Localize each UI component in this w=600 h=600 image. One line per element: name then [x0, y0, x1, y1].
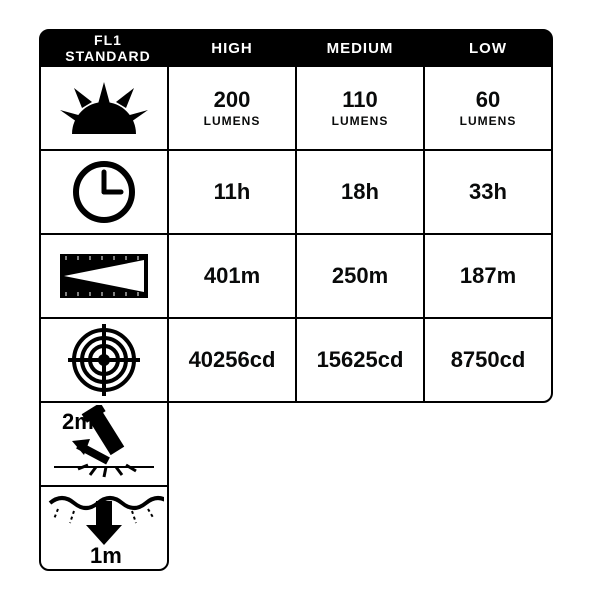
cell-lumens-medium: 110 LUMENS	[295, 65, 425, 151]
value: 15625cd	[317, 348, 404, 371]
cell-runtime-high: 11h	[167, 149, 297, 235]
value: 200	[214, 88, 251, 111]
fl1-spec-table: FL1 STANDARD HIGH MEDIUM LOW 200	[40, 30, 560, 570]
beam-distance-icon	[54, 248, 154, 304]
value: 60	[476, 88, 500, 111]
value: 250m	[332, 264, 388, 287]
unit: LUMENS	[204, 114, 261, 128]
impact-resistance-icon: 2m	[44, 405, 164, 483]
row-runtime: 11h 18h 33h	[40, 150, 560, 234]
cell-lumens-high: 200 LUMENS	[167, 65, 297, 151]
cell-runtime-low: 33h	[423, 149, 553, 235]
icon-cell-waterproof: 1m	[39, 485, 169, 571]
row-beam-distance: 401m 250m 187m	[40, 234, 560, 318]
header-left: FL1 STANDARD	[39, 29, 169, 67]
value: 40256cd	[189, 348, 276, 371]
header-col-low: LOW	[423, 29, 553, 67]
header-row: FL1 STANDARD HIGH MEDIUM LOW	[40, 30, 560, 66]
value: 11h	[214, 180, 251, 203]
light-output-icon	[54, 76, 154, 140]
cell-runtime-medium: 18h	[295, 149, 425, 235]
icon-cell-beam-distance	[39, 233, 169, 319]
unit: LUMENS	[332, 114, 389, 128]
value: 401m	[204, 264, 260, 287]
value: 18h	[341, 180, 379, 203]
cell-distance-high: 401m	[167, 233, 297, 319]
value: 33h	[469, 180, 507, 203]
icon-cell-peak-intensity	[39, 317, 169, 403]
row-impact-resistance: 2m	[40, 402, 560, 486]
runtime-icon	[69, 157, 139, 227]
icon-cell-impact-resistance: 2m	[39, 401, 169, 487]
unit: LUMENS	[460, 114, 517, 128]
icon-cell-runtime	[39, 149, 169, 235]
cell-intensity-medium: 15625cd	[295, 317, 425, 403]
value: 8750cd	[451, 348, 526, 371]
waterproof-icon: 1m	[44, 489, 164, 567]
row-peak-intensity: 40256cd 15625cd 8750cd	[40, 318, 560, 402]
value: 187m	[460, 264, 516, 287]
cell-distance-medium: 250m	[295, 233, 425, 319]
icon-cell-light-output	[39, 65, 169, 151]
row-light-output: 200 LUMENS 110 LUMENS 60 LUMENS	[40, 66, 560, 150]
waterproof-badge-text: 1m	[90, 543, 122, 567]
value: 110	[342, 88, 378, 111]
row-waterproof: 1m	[40, 486, 560, 570]
cell-intensity-high: 40256cd	[167, 317, 297, 403]
cell-lumens-low: 60 LUMENS	[423, 65, 553, 151]
header-col-high: HIGH	[167, 29, 297, 67]
cell-distance-low: 187m	[423, 233, 553, 319]
cell-intensity-low: 8750cd	[423, 317, 553, 403]
header-col-medium: MEDIUM	[295, 29, 425, 67]
peak-intensity-icon	[68, 324, 140, 396]
